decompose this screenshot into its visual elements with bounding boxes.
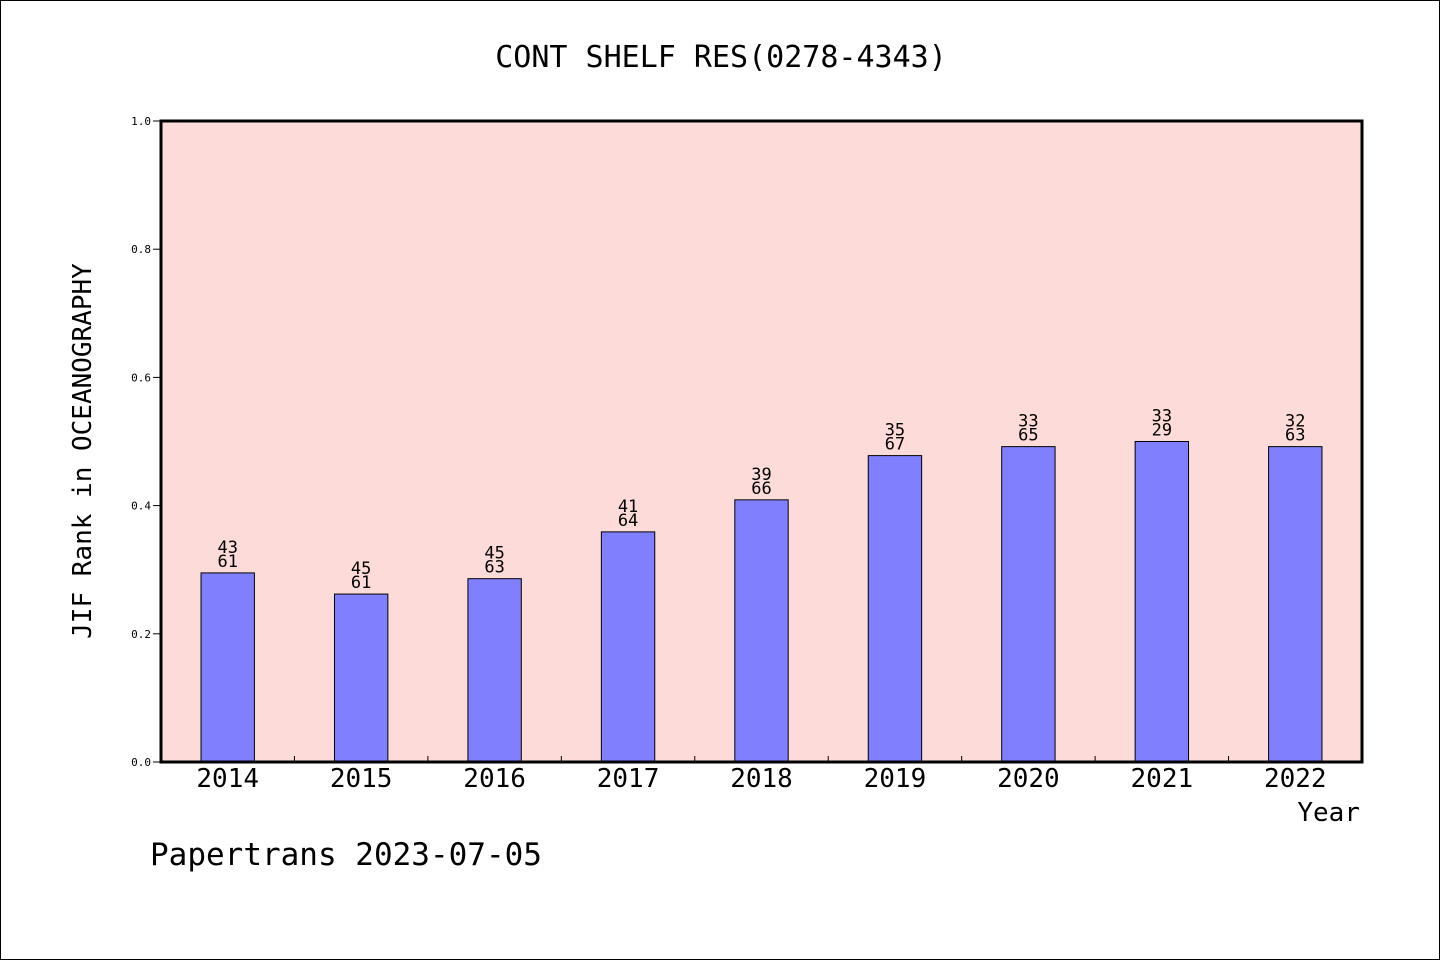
- y-tick-label: 1.0: [131, 115, 151, 128]
- bar-label-bottom: 63: [484, 558, 504, 578]
- bars-layer: [200, 441, 1323, 763]
- y-tick-label: 0.4: [131, 500, 151, 513]
- x-tick-label: 2022: [1264, 764, 1327, 794]
- x-tick-label: 2018: [730, 764, 793, 794]
- y-axis-label: JIF Rank in OCEANOGRAPHY: [68, 263, 98, 639]
- bar-label-bottom: 61: [351, 573, 371, 593]
- bar-label-top: 43: [217, 538, 237, 558]
- x-tick-label: 2016: [463, 764, 526, 794]
- plot-border: [159, 119, 1364, 764]
- chart-title: CONT SHELF RES(0278-4343): [495, 40, 947, 75]
- bar-label-top: 39: [751, 465, 771, 485]
- bar-label-bottom: 63: [1285, 426, 1305, 446]
- bar-label-top: 35: [885, 421, 905, 441]
- x-tick-label: 2015: [330, 764, 393, 794]
- bar-label-top: 41: [618, 497, 638, 517]
- bar-2019: [867, 455, 923, 763]
- bar-2016: [467, 578, 522, 763]
- bar-label-bottom: 65: [1018, 426, 1038, 446]
- bar-label-bottom: 67: [885, 435, 905, 455]
- y-tick-label: 0.6: [131, 371, 151, 384]
- y-tick-label: 0.8: [131, 243, 151, 256]
- bar-label-top: 45: [351, 559, 371, 579]
- y-tick-label: 0.0: [131, 756, 151, 769]
- x-tick-label: 2021: [1131, 764, 1194, 794]
- bar-label-top: 45: [484, 544, 504, 564]
- bar-label-bottom: 66: [751, 479, 771, 499]
- x-tick-label: 2017: [597, 764, 660, 794]
- x-axis: 2014 2015 2016 2017 2018 2019 2020 2021 2022: [196, 756, 1327, 794]
- x-tick-label: 2014: [196, 764, 259, 794]
- bar-2018: [734, 499, 789, 763]
- bar-2014: [200, 572, 255, 763]
- bar-2015: [333, 593, 389, 763]
- bar-label-bottom: 61: [217, 552, 237, 572]
- bar-label-bottom: 29: [1152, 421, 1172, 441]
- bar-2020: [1001, 446, 1056, 763]
- x-tick-label: 2019: [864, 764, 927, 794]
- x-axis-label: Year: [1297, 798, 1360, 828]
- bar-label-top: 33: [1018, 412, 1038, 432]
- y-tick-label: 0.2: [131, 628, 151, 641]
- bar-2017: [600, 531, 656, 763]
- y-axis: 0.0 0.2 0.4 0.6 0.8 1.0: [131, 115, 161, 769]
- bar-2022: [1268, 446, 1323, 763]
- bar-2021: [1134, 441, 1190, 763]
- bar-label-bottom: 64: [618, 511, 638, 531]
- bar-label-top: 33: [1152, 407, 1172, 427]
- footer-text: Papertrans 2023-07-05: [150, 837, 542, 873]
- bar-label-top: 32: [1285, 412, 1305, 432]
- x-tick-label: 2020: [997, 764, 1060, 794]
